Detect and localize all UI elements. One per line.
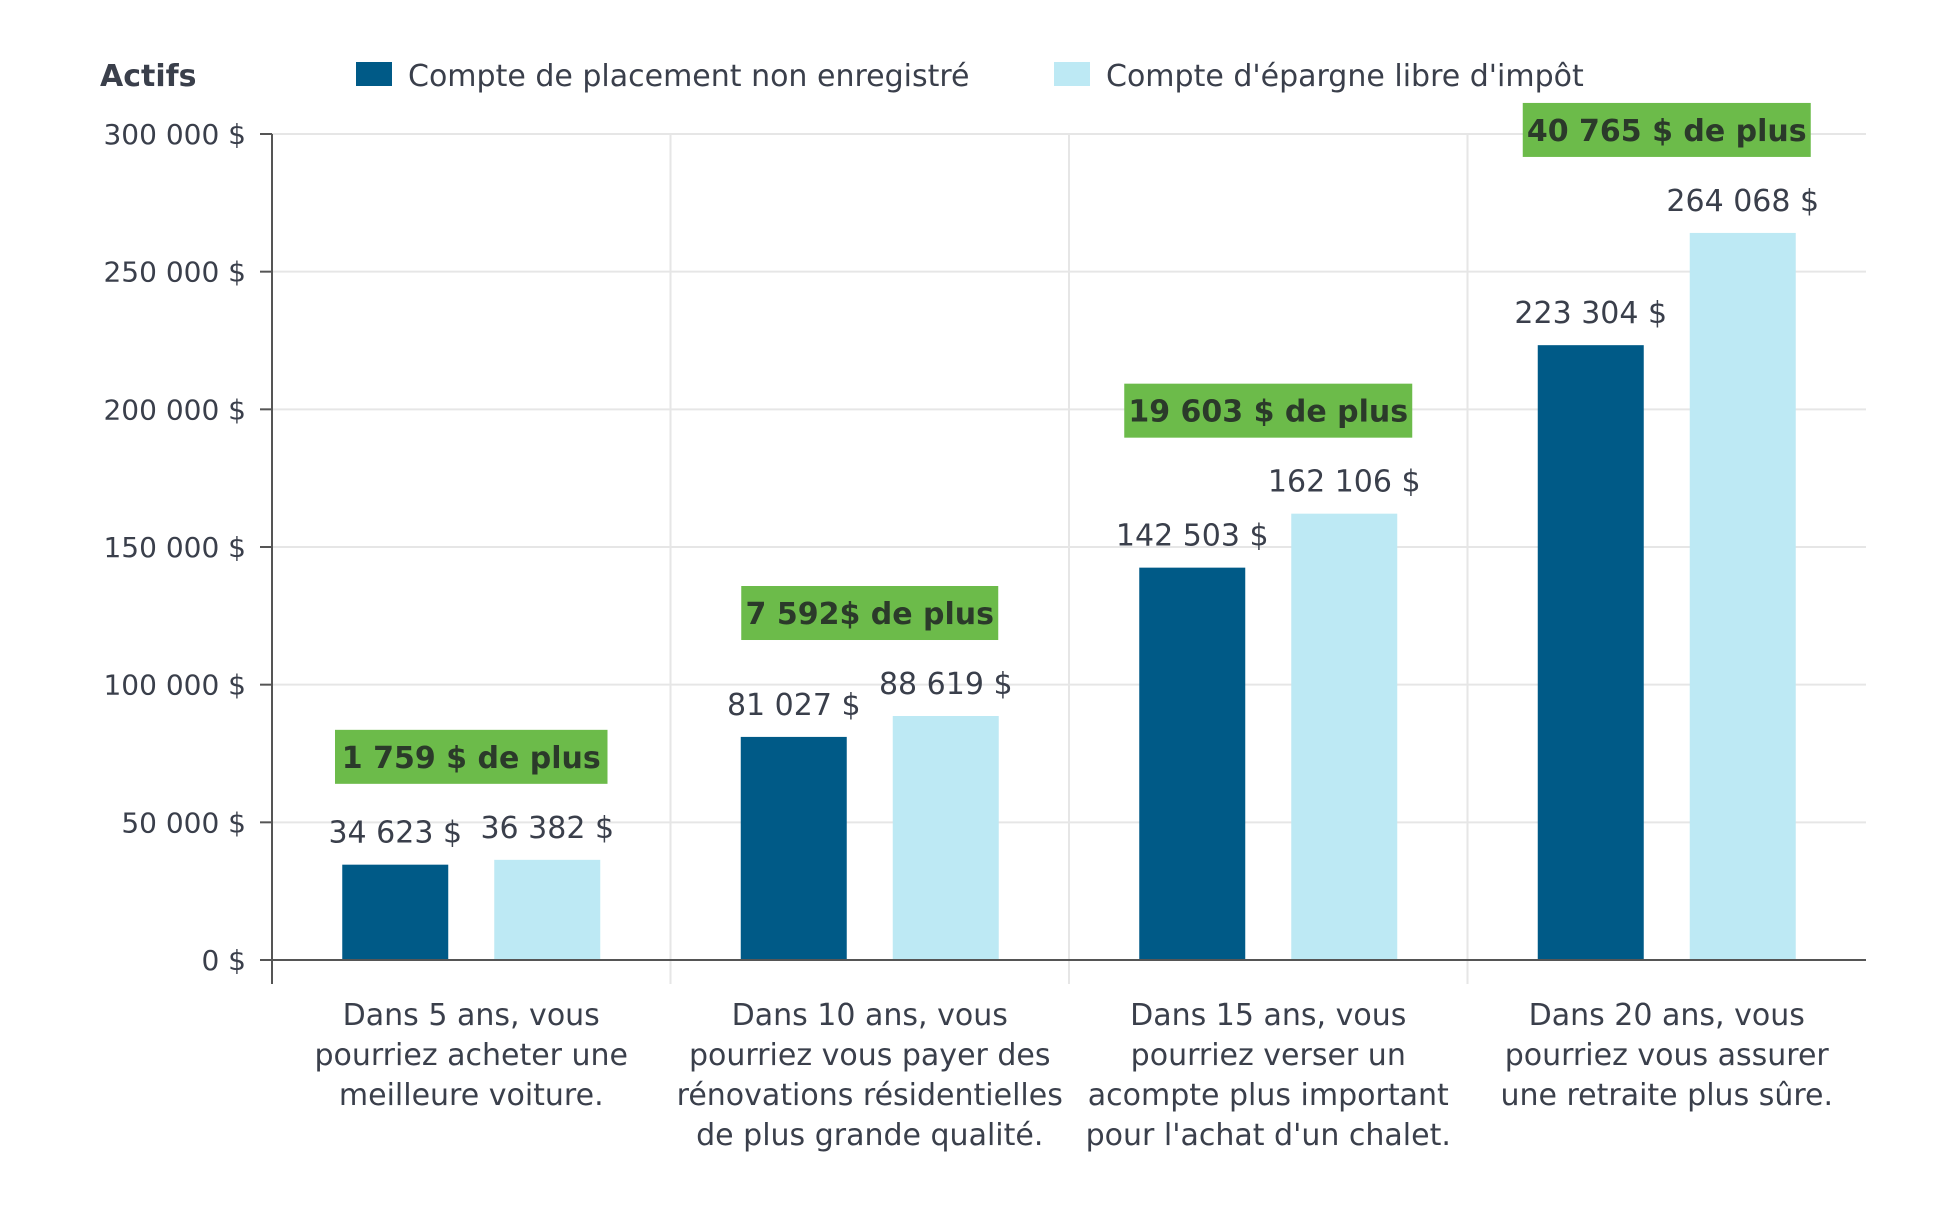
difference-badge (335, 729, 608, 784)
category-label: de plus grande qualité. (696, 1118, 1043, 1153)
difference-badge (741, 586, 999, 641)
legend-label: Compte de placement non enregistré (408, 59, 970, 94)
grid-lines (272, 133, 1866, 984)
bars (342, 232, 1796, 961)
bar (1689, 232, 1796, 961)
y-tick-label: 50 000 $ (121, 806, 246, 839)
category-label: rénovations résidentielles (677, 1078, 1063, 1113)
data-label: 88 619 $ (879, 667, 1013, 702)
category-label: pourriez vous payer des (689, 1038, 1051, 1073)
category-label: acompte plus important (1088, 1078, 1449, 1113)
difference-label: 40 765 $ de plus (1527, 114, 1807, 149)
y-tick-label: 200 000 $ (103, 393, 246, 426)
difference-label: 7 592$ de plus (746, 597, 995, 632)
category-label: meilleure voiture. (339, 1078, 604, 1113)
bar (892, 716, 999, 960)
category-label: une retraite plus sûre. (1500, 1078, 1833, 1113)
bar (494, 859, 601, 960)
category-label: pourriez acheter une (314, 1038, 628, 1073)
y-axis-title: Actifs (100, 59, 197, 94)
y-tick-label: 300 000 $ (103, 118, 246, 151)
y-tick-label: 250 000 $ (103, 256, 246, 289)
legend-label: Compte d'épargne libre d'impôt (1106, 59, 1584, 94)
y-tick-label: 100 000 $ (103, 669, 246, 702)
difference-label: 19 603 $ de plus (1128, 395, 1408, 430)
legend-swatch (356, 62, 392, 86)
bar (1291, 513, 1398, 960)
data-label: 264 068 $ (1666, 184, 1819, 219)
category-label: Dans 20 ans, vous (1529, 998, 1805, 1033)
bar (1139, 567, 1246, 960)
difference-badge (1124, 383, 1413, 438)
y-tick-label: 0 $ (201, 944, 246, 977)
axes: 0 $ 50 000 $ 100 000 $ 150 000 $ 200 000 $ 25… (103, 118, 1866, 1153)
data-label: 81 027 $ (727, 688, 861, 723)
category-label: Dans 5 ans, vous (343, 998, 600, 1033)
difference-label: 1 759 $ de plus (342, 741, 601, 776)
legend-swatch (1054, 62, 1090, 86)
category-label: pourriez verser un (1131, 1038, 1406, 1073)
category-label: pourriez vous assurer (1505, 1038, 1830, 1073)
bar (1537, 345, 1644, 960)
value-labels: 34 623 $ 36 382 $ 1 759 $ de plus 81 027 $ 8… (328, 102, 1819, 851)
data-label: 34 623 $ (328, 816, 462, 851)
difference-badge (1522, 102, 1811, 157)
data-label: 162 106 $ (1268, 465, 1421, 500)
data-label: 142 503 $ (1116, 519, 1269, 554)
legend: Compte de placement non enregistré Compte… (356, 59, 1584, 94)
data-label: 223 304 $ (1514, 296, 1667, 331)
category-label: pour l'achat d'un chalet. (1086, 1118, 1451, 1153)
category-label: Dans 10 ans, vous (732, 998, 1008, 1033)
y-tick-label: 150 000 $ (103, 531, 246, 564)
data-label: 36 382 $ (480, 811, 614, 846)
category-label: Dans 15 ans, vous (1130, 998, 1406, 1033)
bar (740, 736, 847, 960)
bar (342, 864, 449, 960)
